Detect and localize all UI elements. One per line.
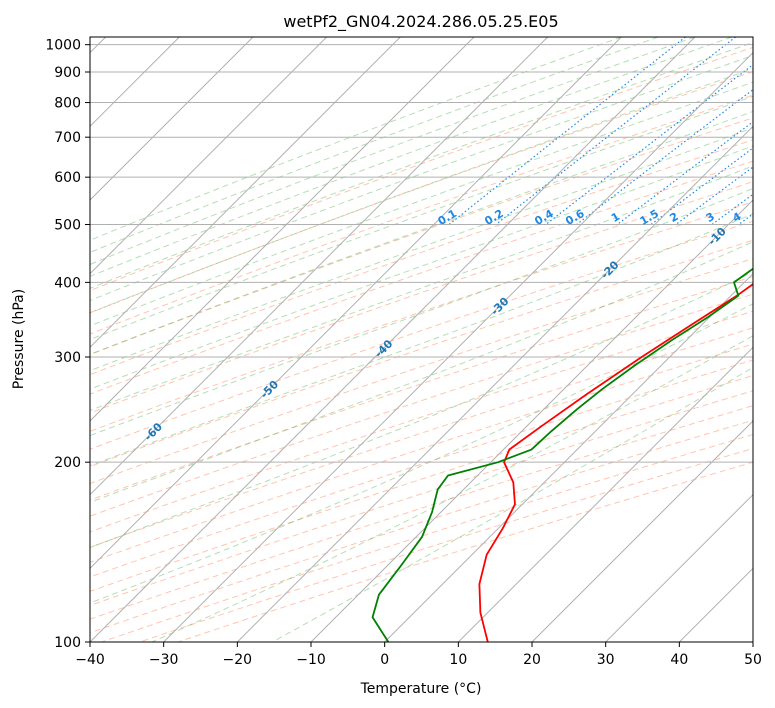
moist-adiabat-line — [90, 127, 753, 372]
moist-adiabat-line — [90, 165, 753, 412]
y-tick-label: 700 — [54, 130, 81, 146]
temperature-profile-line — [478, 283, 753, 642]
isotherm-gridline — [678, 567, 753, 642]
dry-adiabat-line — [90, 405, 753, 620]
dry-adiabat-line — [90, 181, 753, 414]
moist-adiabat-line — [272, 366, 753, 642]
isotherm-gridline — [163, 51, 753, 642]
dry-adiabats — [90, 46, 753, 642]
mixing-ratio-line — [448, 37, 686, 225]
moist-adiabat-line — [90, 213, 753, 467]
isotherm-gridline — [90, 37, 475, 422]
x-tick-label: 10 — [449, 652, 467, 668]
isobar-gridlines — [90, 44, 753, 642]
isotherm-gridline — [90, 37, 549, 496]
x-tick-label: 0 — [380, 652, 389, 668]
moist-adiabat-line — [90, 110, 753, 355]
dry-adiabat-line — [90, 310, 753, 533]
x-tick-label: 50 — [744, 652, 762, 668]
isotherm-gridline — [236, 125, 753, 642]
isotherm-gridline — [310, 199, 753, 642]
y-tick-label: 900 — [54, 65, 81, 81]
mixing-ratio-label: 3 — [704, 210, 717, 225]
plot-area: -100-90-80-70-60-50-40-30-20-10010203040… — [24, 37, 775, 642]
moist-adiabat-line — [90, 145, 753, 390]
y-tick-label: 100 — [54, 635, 81, 651]
isotherm-gridline — [457, 346, 753, 642]
isotherm-gridline — [605, 493, 753, 642]
moist-adiabat-line — [90, 68, 753, 314]
x-tick-label: −40 — [75, 652, 105, 668]
moist-adiabat-line — [151, 335, 753, 642]
chart-title: wetPf2_GN04.2024.286.05.25.E05 — [283, 12, 558, 32]
x-tick-label: 40 — [670, 652, 688, 668]
mixing-ratio-line — [616, 121, 753, 225]
skewed-isotherm-gridlines — [90, 37, 753, 642]
moist-adiabat-line — [90, 187, 753, 437]
dry-adiabat-line — [90, 343, 753, 563]
y-tick-label: 300 — [54, 350, 81, 366]
mixing-ratio-line — [675, 166, 753, 225]
plot-frame — [89, 36, 754, 643]
x-axis-label: Temperature (°C) — [360, 681, 482, 697]
dry-adiabat-line — [90, 160, 753, 395]
dry-adiabat-line — [90, 359, 753, 578]
dry-adiabat-line — [90, 117, 753, 356]
dry-adiabat-line — [90, 258, 753, 485]
mixing-ratio-label: 6 — [769, 210, 775, 225]
moist-adiabat-line — [90, 95, 753, 341]
dry-adiabat-line — [90, 239, 753, 468]
x-tick-label: 30 — [597, 652, 615, 668]
moist-adiabat-line — [90, 37, 659, 253]
moist-adiabat-line — [90, 81, 753, 327]
y-tick-label: 600 — [54, 170, 81, 186]
dry-adiabat-line — [90, 71, 753, 314]
moist-adiabat-line — [90, 37, 622, 241]
y-tick-label: 800 — [54, 96, 81, 112]
y-tick-label: 400 — [54, 275, 81, 291]
isotherm-gridline — [90, 37, 328, 275]
isotherm-label: -70 — [24, 464, 47, 487]
isotherm-gridline — [90, 37, 401, 349]
y-axis: 100 200 300 400 500 600 700 800 900 1000 — [45, 38, 90, 651]
moist-adiabat-line — [90, 37, 696, 265]
moist-adiabat-line — [90, 54, 753, 302]
moist-adiabat-line — [90, 241, 753, 503]
moist-adiabat-line — [90, 303, 753, 604]
dry-adiabat-line — [90, 390, 753, 606]
dry-adiabat-line — [90, 139, 753, 376]
y-tick-label: 1000 — [45, 38, 81, 54]
isotherm-gridline — [90, 37, 254, 201]
x-tick-label: −30 — [149, 652, 179, 668]
x-tick-label: 20 — [523, 652, 541, 668]
dry-adiabat-line — [90, 293, 753, 517]
moist-adiabat-line — [90, 271, 753, 549]
mixing-ratio-label: 2 — [668, 210, 681, 225]
dry-adiabat-line — [90, 46, 753, 292]
isotherm-gridline — [752, 641, 753, 642]
isotherm-gridline — [90, 37, 696, 642]
mixing-ratio-line — [711, 193, 753, 225]
y-tick-label: 500 — [54, 217, 81, 233]
x-axis: −40 −30 −20 −10 0 10 20 30 40 50 — [75, 642, 762, 668]
x-tick-label: −20 — [223, 652, 253, 668]
dewpoint-profile-line — [371, 267, 753, 642]
dry-adiabat-line — [90, 201, 753, 432]
isotherm-gridline — [531, 420, 753, 642]
x-tick-label: −10 — [296, 652, 326, 668]
y-axis-label: Pressure (hPa) — [11, 289, 27, 389]
sounding-profiles — [371, 267, 753, 642]
y-tick-label: 200 — [54, 455, 81, 471]
isotherm-gridline — [90, 37, 622, 570]
isotherm-gridline — [384, 272, 753, 642]
